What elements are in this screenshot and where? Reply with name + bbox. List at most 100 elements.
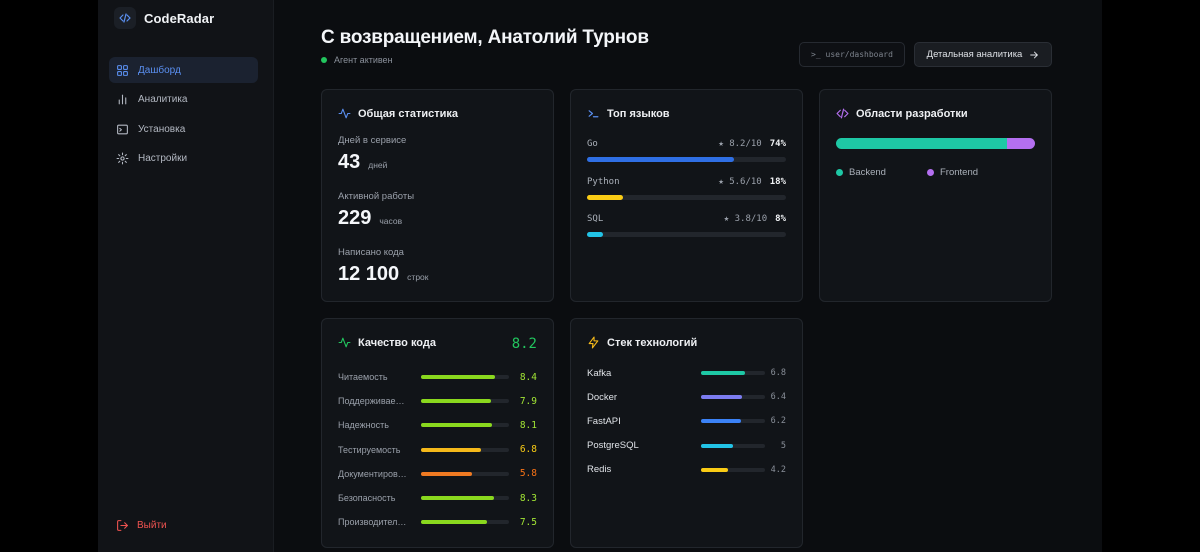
stack-value: 4.2: [770, 464, 786, 475]
path-chip: >_ user/dashboard: [799, 42, 905, 67]
stack-bar: [701, 395, 765, 400]
stack-row: Docker 6.4: [587, 390, 786, 404]
areas-legend: Backend Frontend: [836, 167, 1019, 178]
detailed-analytics-button[interactable]: Детальная аналитика: [914, 42, 1052, 67]
stack-bar: [701, 443, 765, 448]
languages-card: Топ языков Go ★ 8.2/10 74% Python ★ 5.6/…: [570, 89, 803, 302]
language-bar: [587, 232, 786, 237]
app-window: CodeRadar Дашборд Аналитика Установка На…: [98, 0, 1102, 552]
quality-bar-fill: [421, 471, 473, 476]
quality-row: Читаемость 8.4: [338, 370, 537, 384]
page-title: С возвращением, Анатолий Турнов: [321, 27, 649, 48]
sidebar-item-label: Дашборд: [138, 64, 181, 76]
stack-row: Kafka 6.8: [587, 366, 786, 380]
sidebar-item-dashboard[interactable]: Дашборд: [109, 57, 258, 83]
area-segment-backend: [836, 138, 1008, 149]
sidebar-nav: Дашборд Аналитика Установка Настройки: [109, 57, 258, 175]
terminal-prompt-icon: [588, 110, 599, 118]
arrow-right-icon: [1030, 51, 1039, 58]
stack-bar: [701, 467, 765, 472]
stat-label: Дней в сервисе: [338, 135, 407, 146]
quality-bar: [421, 496, 509, 500]
stack-row: PostgreSQL 5: [587, 439, 786, 453]
quality-score: 8.2: [511, 336, 537, 352]
quality-card-title: Качество кода: [338, 336, 436, 349]
quality-label: Надежность: [338, 420, 389, 431]
grid-icon: [117, 64, 128, 76]
lightning-icon: [588, 336, 599, 349]
stack-bar-fill: [701, 467, 728, 472]
quality-bar-fill: [421, 520, 487, 525]
language-percent: 8%: [775, 214, 786, 224]
quality-value: 8.1: [519, 419, 537, 431]
stat-value: 229: [338, 207, 372, 229]
language-item: SQL ★ 3.8/10 8%: [587, 214, 786, 237]
sidebar-item-label: Настройки: [138, 153, 188, 164]
language-name: Go: [587, 139, 598, 149]
quality-bar-fill: [421, 375, 495, 379]
stack-bar: [701, 371, 765, 375]
code-icon: [836, 108, 849, 119]
stat-days: Дней в сервисе 43 дней: [338, 135, 406, 174]
language-name: SQL: [587, 214, 604, 224]
stack-value: 6.8: [770, 368, 786, 378]
quality-value: 5.8: [519, 468, 537, 480]
quality-label: Безопасность: [338, 493, 396, 503]
stack-card-title: Стек технологий: [587, 336, 697, 349]
sidebar-item-settings[interactable]: Настройки: [109, 146, 258, 172]
quality-bar-fill: [421, 399, 491, 404]
stat-unit: часов: [379, 216, 403, 226]
stack-name: Docker: [587, 391, 618, 403]
quality-bar-fill: [421, 423, 493, 428]
stack-name: Redis: [587, 464, 612, 476]
stack-name: PostgreSQL: [587, 440, 639, 452]
stat-value: 12 100: [338, 263, 400, 285]
logo[interactable]: CodeRadar: [114, 7, 214, 29]
bar-chart-icon: [118, 94, 127, 105]
code-icon: [114, 7, 136, 29]
language-percent: 74%: [769, 139, 786, 149]
logout-button[interactable]: Выйти: [116, 519, 167, 532]
pulse-icon: [338, 337, 351, 348]
status-dot: [321, 57, 327, 63]
sidebar-item-analytics[interactable]: Аналитика: [109, 87, 258, 113]
gear-icon: [116, 152, 129, 165]
quality-row: Поддерживаемость 7.9: [338, 394, 537, 408]
quality-bar: [421, 520, 509, 525]
quality-row: Документированность 5.8: [338, 467, 537, 481]
sidebar-item-label: Аналитика: [138, 94, 188, 105]
quality-value: 8.3: [519, 492, 537, 504]
quality-row: Тестируемость 6.8: [338, 443, 537, 457]
quality-bar: [421, 375, 509, 379]
language-name: Python: [587, 177, 620, 187]
quality-row: Надежность 8.1: [338, 418, 537, 432]
stack-card: Стек технологий Kafka 6.8 Docker 6.4 FastAPI…: [570, 318, 803, 548]
legend-dot: [926, 169, 934, 176]
stack-value: 6.4: [770, 392, 786, 403]
language-item: Go ★ 8.2/10 74%: [587, 139, 786, 162]
stats-card-title: Общая статистика: [338, 107, 458, 120]
quality-label: Читаемость: [338, 372, 388, 382]
stat-unit: дней: [368, 160, 388, 170]
language-percent: 18%: [769, 177, 786, 187]
areas-bar: [836, 138, 1035, 149]
quality-label: Производительность: [338, 517, 410, 528]
stack-value: 6.2: [770, 416, 786, 427]
language-item: Python ★ 5.6/10 18%: [587, 177, 786, 200]
quality-bar: [421, 447, 509, 452]
stack-name: FastAPI: [587, 415, 621, 427]
legend-item-backend: Backend: [836, 167, 886, 178]
legend-dot: [836, 169, 843, 176]
stat-value: 43: [338, 151, 361, 173]
quality-value: 8.4: [519, 371, 537, 383]
language-bar-fill: [587, 232, 603, 237]
stack-bar-fill: [701, 371, 745, 375]
language-bar-fill: [587, 195, 623, 200]
activity-icon: [338, 108, 351, 119]
stack-row: Redis 4.2: [587, 463, 786, 477]
language-bar: [587, 195, 786, 200]
stack-bar-fill: [701, 419, 741, 424]
stack-value: 5: [780, 440, 786, 451]
sidebar-item-install[interactable]: Установка: [109, 116, 258, 142]
language-rating: ★ 8.2/10: [718, 139, 762, 149]
